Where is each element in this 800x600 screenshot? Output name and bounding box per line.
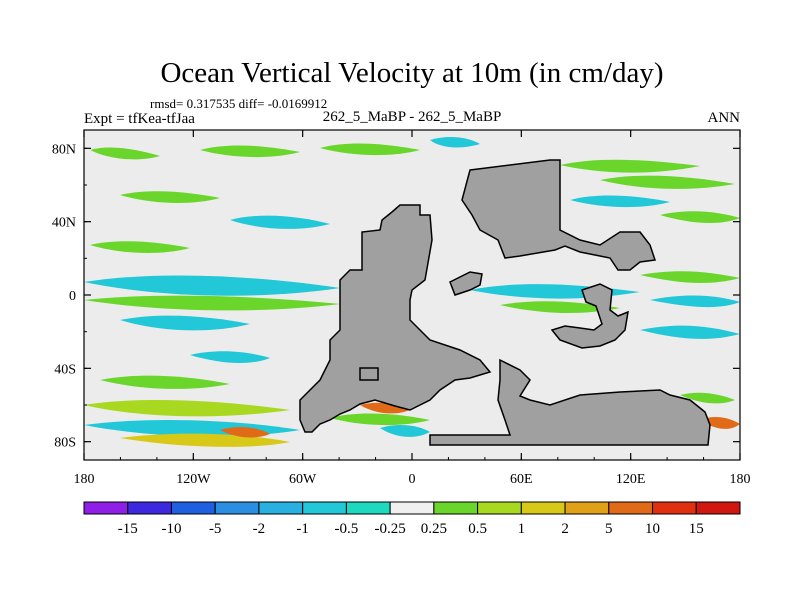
colorbar-label: 0.5: [468, 521, 487, 537]
velocity-streak: [570, 195, 670, 208]
velocity-streak: [320, 143, 420, 156]
velocity-streak: [90, 147, 160, 160]
chart-title: Ocean Vertical Velocity at 10m (in cm/da…: [160, 57, 663, 89]
velocity-streak: [650, 295, 740, 308]
colorbar-swatch: [477, 501, 522, 515]
land-mass-south: [429, 271, 711, 446]
colorbar-swatch: [170, 501, 216, 515]
velocity-streak: [380, 425, 430, 437]
colorbar: -15 -10 -5 -2 -1 -0.5 -0.25 0.25 0.5 1 2 5 10 15: [83, 501, 741, 537]
colorbar-swatch: [564, 501, 610, 515]
colorbar-label: 15: [689, 521, 704, 537]
x-axis: 180 120W 60W 0 60E 120E 180: [74, 130, 751, 487]
colorbar-label: 5: [605, 521, 613, 537]
colorbar-swatch: [652, 501, 697, 515]
colorbar-swatch: [127, 501, 172, 515]
velocity-streak: [120, 191, 220, 204]
land-mass-small-island: [359, 367, 379, 381]
x-tick-label: 180: [730, 472, 751, 487]
velocity-streak: [640, 325, 740, 339]
colorbar-label: -0.5: [335, 521, 359, 537]
colorbar-label: -2: [253, 521, 266, 537]
colorbar-swatch: [520, 501, 566, 515]
velocity-streak: [660, 211, 740, 224]
land-mass-west: [299, 204, 492, 433]
y-tick-label: 40N: [52, 216, 76, 231]
colorbar-label: 2: [561, 521, 569, 537]
velocity-streak: [200, 145, 300, 158]
velocity-streak: [190, 351, 270, 364]
velocity-streak: [230, 215, 330, 229]
land-mass-east: [461, 159, 656, 271]
x-tick-label: 180: [74, 472, 95, 487]
velocity-streak: [430, 137, 480, 148]
center-label: 262_5_MaBP - 262_5_MaBP: [323, 109, 502, 125]
colorbar-swatch: [389, 501, 435, 515]
colorbar-swatch: [695, 501, 741, 515]
x-tick-label: 0: [409, 472, 416, 487]
colorbar-label: -15: [118, 521, 138, 537]
velocity-streak: [700, 417, 740, 429]
y-tick-label: 0: [69, 289, 76, 304]
map-panel: 180 120W 60W 0 60E 120E 180 80N 40N 0 40S 80S: [52, 129, 751, 487]
y-axis: 80N 40N 0 40S 80S: [52, 142, 740, 451]
right-label: ANN: [708, 110, 741, 126]
velocity-streak: [640, 271, 740, 284]
velocity-streak: [100, 375, 230, 389]
velocity-streak: [84, 295, 340, 311]
colorbar-label: 0.25: [421, 521, 447, 537]
y-tick-label: 40S: [54, 362, 76, 377]
x-tick-label: 120W: [176, 472, 211, 487]
colorbar-label: 1: [518, 521, 526, 537]
velocity-streak: [84, 399, 290, 417]
x-tick-label: 120E: [616, 472, 646, 487]
velocity-streak: [600, 175, 735, 189]
colorbar-label: -5: [209, 521, 222, 537]
stats-line: rmsd= 0.317535 diff= -0.0169912: [150, 96, 327, 111]
y-tick-label: 80N: [52, 142, 76, 157]
land-mass-island: [550, 283, 629, 349]
colorbar-label: -10: [161, 521, 181, 537]
colorbar-label: -0.25: [375, 521, 406, 537]
y-tick-label: 80S: [54, 436, 76, 451]
velocity-streak: [330, 413, 430, 426]
colorbar-label: 10: [645, 521, 660, 537]
velocity-streak: [560, 159, 700, 173]
colorbar-swatch: [345, 501, 391, 515]
velocity-streak: [680, 392, 735, 404]
x-tick-label: 60E: [510, 472, 533, 487]
velocity-streak: [90, 241, 190, 254]
left-label: Expt = tfKea-tfJaa: [84, 111, 195, 127]
colorbar-label: -1: [296, 521, 309, 537]
velocity-field: [84, 137, 740, 447]
velocity-streak: [84, 275, 340, 296]
velocity-streak: [120, 315, 250, 331]
colorbar-swatch: [214, 501, 260, 515]
colorbar-swatch: [608, 501, 654, 515]
colorbar-swatch: [302, 501, 347, 515]
colorbar-swatch: [83, 501, 129, 515]
velocity-streak: [220, 427, 270, 438]
colorbar-swatch: [258, 501, 304, 515]
land-masses: [299, 159, 711, 446]
x-tick-label: 60W: [289, 472, 317, 487]
colorbar-swatch: [433, 501, 479, 515]
